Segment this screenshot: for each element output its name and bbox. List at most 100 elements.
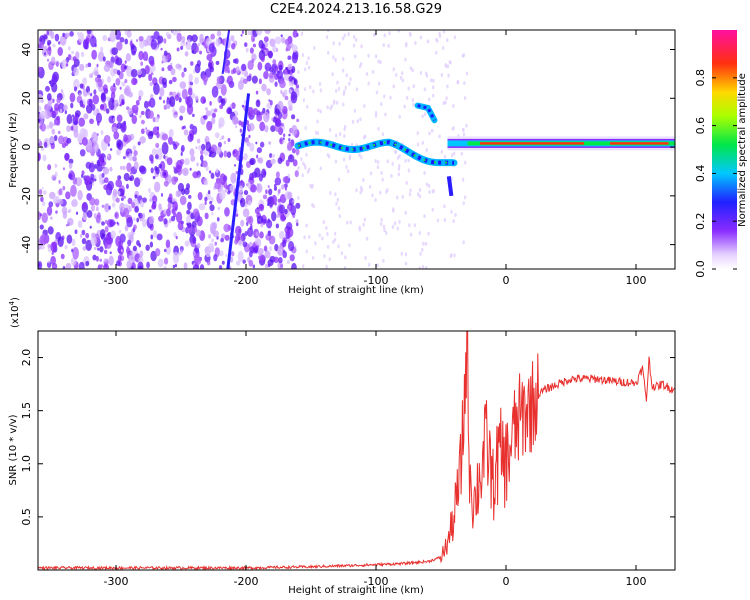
spectrum-speck — [151, 204, 157, 210]
spectrum-speck — [180, 144, 185, 153]
spectrum-speck — [319, 109, 322, 114]
spectrum-speck — [163, 38, 167, 44]
spectrum-speck — [287, 55, 292, 60]
spectrum-speck — [348, 81, 351, 86]
spectrum-speck — [85, 260, 90, 267]
spectrum-speck — [72, 56, 77, 62]
spectrum-speck — [338, 214, 342, 219]
spectrum-speck — [220, 233, 226, 240]
spectrum-speck — [58, 102, 65, 114]
spectrum-speck — [58, 179, 61, 184]
spectrum-speck — [58, 135, 65, 145]
spectrum-speck — [280, 89, 283, 94]
spectrum-speck — [442, 101, 446, 106]
spectrum-speck — [296, 118, 300, 123]
spectrum-speck — [453, 35, 457, 40]
spectrum-speck — [93, 89, 97, 95]
spectrum-speck — [257, 247, 264, 256]
spectrum-speck — [70, 125, 74, 131]
spectrum-speck — [231, 42, 236, 50]
spectrum-speck — [325, 225, 328, 230]
spectrum-speck — [131, 115, 138, 125]
spectrum-speck — [159, 160, 166, 171]
spectrum-speck — [184, 158, 190, 166]
spectrum-speck — [399, 75, 403, 80]
spectrum-speck — [342, 102, 345, 107]
spectrum-speck — [72, 179, 78, 185]
spectrum-speck — [158, 215, 164, 222]
spectrum-speck — [223, 140, 227, 145]
spectrum-speck — [48, 45, 52, 52]
spectrum-speck — [325, 35, 329, 40]
spectrum-speck — [409, 232, 413, 237]
spectrum-speck — [427, 231, 430, 236]
spectrum-speck — [257, 61, 263, 71]
spectrum-speck — [144, 128, 147, 132]
spectrum-speck — [119, 103, 122, 107]
spectrum-speck — [287, 191, 293, 200]
spectrum-speck — [263, 245, 268, 252]
spectrum-speck — [189, 148, 195, 157]
spectrum-speck — [347, 32, 350, 37]
spectrum-speck — [291, 44, 298, 53]
colorbar-tick-label: 0.0 — [694, 260, 707, 278]
scale-exponent: 4 — [8, 300, 16, 305]
spectrum-speck — [166, 96, 169, 100]
spectrum-speck — [185, 96, 191, 105]
spectrum-speck — [362, 177, 365, 182]
spectrum-speck — [277, 189, 281, 194]
spectrum-speck — [124, 224, 129, 232]
spectrum-speck — [102, 56, 106, 62]
spectrum-speck — [346, 220, 349, 225]
spectrum-speck — [175, 211, 183, 223]
spectrum-speck — [238, 185, 244, 193]
spectrum-speck — [116, 148, 121, 156]
diagonal-streak — [221, 30, 231, 75]
spectrum-speck — [224, 59, 231, 67]
spectrum-speck — [239, 128, 243, 133]
spectrum-speck — [46, 30, 50, 36]
spectrum-speck — [284, 208, 288, 215]
spectrum-speck — [346, 169, 350, 174]
spectrum-speck — [311, 202, 314, 207]
spectrum-speck — [169, 96, 176, 107]
spectrum-speck — [280, 34, 283, 38]
spectrum-speck — [50, 241, 57, 253]
spectrum-speck — [153, 82, 160, 95]
spectrum-speck — [174, 263, 178, 268]
spectrum-speck — [359, 190, 362, 195]
spectrum-speck — [64, 153, 70, 162]
spectrum-speck — [178, 30, 181, 33]
spectrum-speck — [215, 38, 221, 47]
spectrum-speck — [337, 244, 340, 249]
spectrum-speck — [51, 110, 56, 117]
top-x-axis: -300 -200 -100 0 100 — [104, 30, 647, 287]
spectrum-speck — [47, 39, 52, 45]
spectrum-speck — [104, 226, 109, 233]
spectrum-speck — [167, 136, 173, 145]
spectrum-speck — [139, 250, 144, 258]
spectrum-speck — [397, 172, 401, 177]
spectrum-speck — [414, 40, 417, 45]
x-tick-label: -300 — [104, 274, 129, 287]
spectrum-speck — [408, 192, 412, 197]
spectrum-speck — [56, 97, 61, 104]
x-tick-label: -100 — [364, 575, 389, 588]
spectrum-speck — [89, 197, 96, 206]
spectrum-speck — [170, 62, 173, 66]
spectrum-speck — [94, 163, 98, 169]
spectrum-speck — [134, 206, 139, 213]
snr-panel: -300 -200 -100 0 100 0.5 1.0 1.5 2.0 Height of … — [8, 297, 676, 596]
spectrum-speck — [387, 43, 390, 48]
spectrum-speck — [192, 125, 198, 135]
spectrum-speck — [235, 66, 240, 74]
spectrum-speck — [218, 122, 222, 129]
spectrum-speck — [176, 47, 180, 52]
spectrum-speck — [148, 73, 153, 82]
spectrum-speck — [295, 84, 300, 89]
spectrum-speck — [287, 154, 295, 163]
spectrum-speck — [358, 225, 361, 230]
spectrum-speck — [291, 147, 296, 154]
spectrum-speck — [246, 119, 250, 126]
spectrum-speck — [411, 68, 414, 73]
